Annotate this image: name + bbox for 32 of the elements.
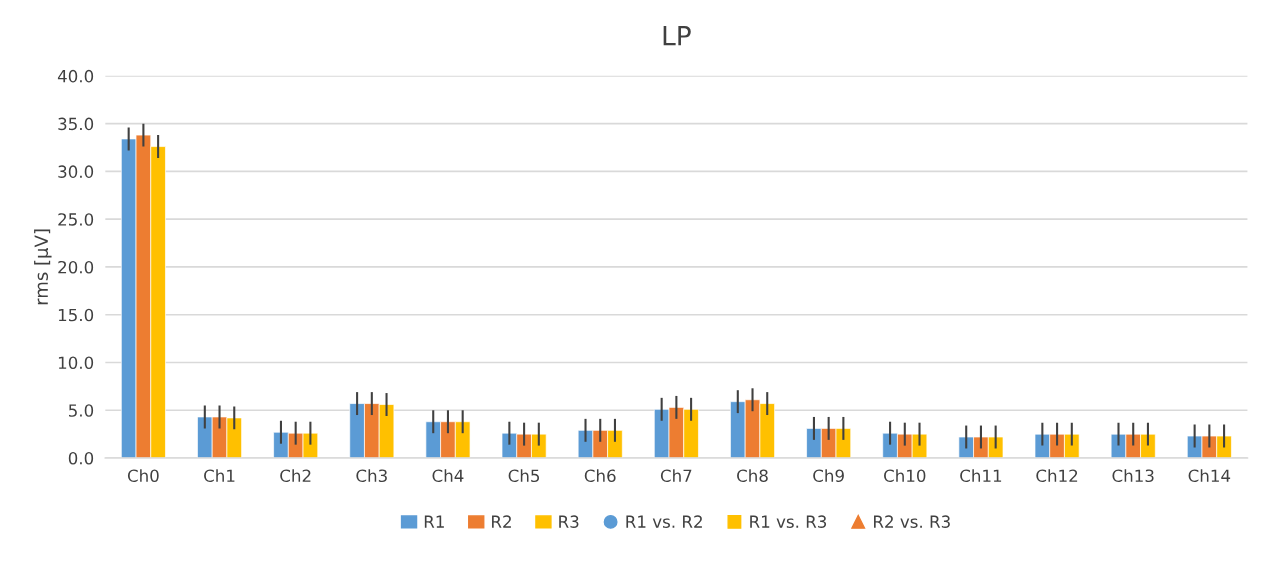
y-axis-title: rms [µV] bbox=[34, 229, 52, 305]
y-tick-label: 20.0 bbox=[58, 260, 94, 274]
y-tick-label: 35.0 bbox=[58, 117, 94, 131]
x-tick-label: Ch7 bbox=[660, 469, 692, 483]
legend-label: R3 bbox=[559, 515, 579, 528]
x-tick-label: Ch13 bbox=[1112, 469, 1154, 483]
y-tick-label: 5.0 bbox=[69, 404, 94, 417]
x-tick-label: Ch9 bbox=[813, 469, 844, 483]
legend-label: R1 vs. R2 bbox=[626, 515, 702, 528]
y-tick-label: 15.0 bbox=[58, 308, 94, 322]
x-tick-label: Ch1 bbox=[204, 469, 235, 483]
x-tick-label: Ch12 bbox=[1036, 469, 1078, 483]
x-tick-label: Ch10 bbox=[884, 469, 926, 483]
x-tick-label: Ch11 bbox=[960, 469, 1002, 483]
y-tick-label: 30.0 bbox=[58, 165, 94, 178]
legend-label: R2 bbox=[492, 515, 511, 528]
legend-label: R1 bbox=[424, 515, 444, 528]
x-tick-label: Ch8 bbox=[737, 469, 768, 483]
y-tick-label: 0.0 bbox=[68, 451, 94, 465]
y-tick-label: 25.0 bbox=[58, 213, 94, 226]
x-tick-label: Ch6 bbox=[584, 469, 616, 483]
y-tick-label: 40.0 bbox=[57, 69, 94, 83]
y-tick-label: 10.0 bbox=[58, 356, 94, 370]
x-tick-label: Ch5 bbox=[508, 469, 540, 483]
x-tick-label: Ch2 bbox=[280, 469, 311, 483]
legend-label: R2 vs. R3 bbox=[874, 515, 950, 528]
legend-label: R1 vs. R3 bbox=[750, 515, 827, 528]
chart-title: LP bbox=[663, 26, 691, 46]
x-tick-label: Ch14 bbox=[1188, 469, 1231, 483]
x-tick-label: Ch0 bbox=[127, 469, 159, 483]
x-tick-label: Ch3 bbox=[356, 469, 387, 483]
x-tick-label: Ch4 bbox=[432, 469, 464, 483]
